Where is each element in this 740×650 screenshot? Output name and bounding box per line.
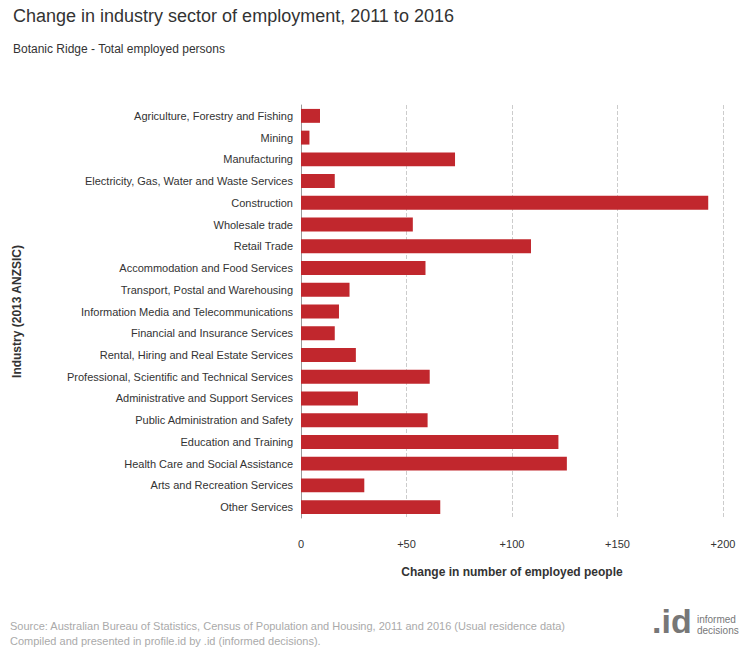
svg-text:Agriculture, Forestry and Fish: Agriculture, Forestry and Fishing [134, 110, 293, 122]
svg-text:Public Administration and Safe: Public Administration and Safety [135, 414, 293, 426]
svg-text:Change in industry sector of e: Change in industry sector of employment,… [13, 6, 454, 26]
svg-text:Botanic Ridge - Total employed: Botanic Ridge - Total employed persons [13, 42, 225, 56]
svg-text:Rental, Hiring and Real Estate: Rental, Hiring and Real Estate Services [100, 349, 294, 361]
svg-text:Construction: Construction [231, 197, 293, 209]
svg-text:Education and Training: Education and Training [180, 436, 293, 448]
svg-text:0: 0 [298, 538, 304, 550]
svg-text:.id: .id [652, 602, 692, 640]
svg-text:Source: Australian Bureau of S: Source: Australian Bureau of Statistics,… [10, 620, 565, 632]
svg-text:decisions: decisions [697, 625, 739, 636]
svg-text:Accommodation and Food Service: Accommodation and Food Services [119, 262, 293, 274]
svg-text:Administrative and Support Ser: Administrative and Support Services [116, 392, 294, 404]
svg-text:Professional, Scientific and T: Professional, Scientific and Technical S… [67, 371, 294, 383]
svg-text:Electricity, Gas, Water and Wa: Electricity, Gas, Water and Waste Servic… [85, 175, 294, 187]
svg-text:Health Care and Social Assista: Health Care and Social Assistance [124, 458, 293, 470]
svg-text:Wholesale trade: Wholesale trade [214, 219, 294, 231]
svg-text:Retail Trade: Retail Trade [234, 240, 293, 252]
svg-text:Other Services: Other Services [220, 501, 293, 513]
svg-text:+150: +150 [605, 538, 630, 550]
svg-text:Mining: Mining [261, 132, 293, 144]
svg-text:Transport, Postal and Warehous: Transport, Postal and Warehousing [121, 284, 293, 296]
svg-text:Financial and Insurance Servic: Financial and Insurance Services [131, 327, 294, 339]
svg-text:+50: +50 [397, 538, 416, 550]
svg-text:informed: informed [697, 614, 736, 625]
svg-text:Arts and Recreation Services: Arts and Recreation Services [151, 479, 294, 491]
svg-text:+200: +200 [711, 538, 736, 550]
svg-text:+100: +100 [500, 538, 525, 550]
svg-text:Compiled and presented in prof: Compiled and presented in profile.id by … [10, 635, 321, 647]
svg-text:Information Media and Telecomm: Information Media and Telecommunications [81, 306, 293, 318]
svg-text:Industry (2013 ANZSIC): Industry (2013 ANZSIC) [10, 245, 24, 378]
svg-text:Manufacturing: Manufacturing [223, 153, 293, 165]
svg-text:Change in number of employed p: Change in number of employed people [401, 565, 623, 579]
